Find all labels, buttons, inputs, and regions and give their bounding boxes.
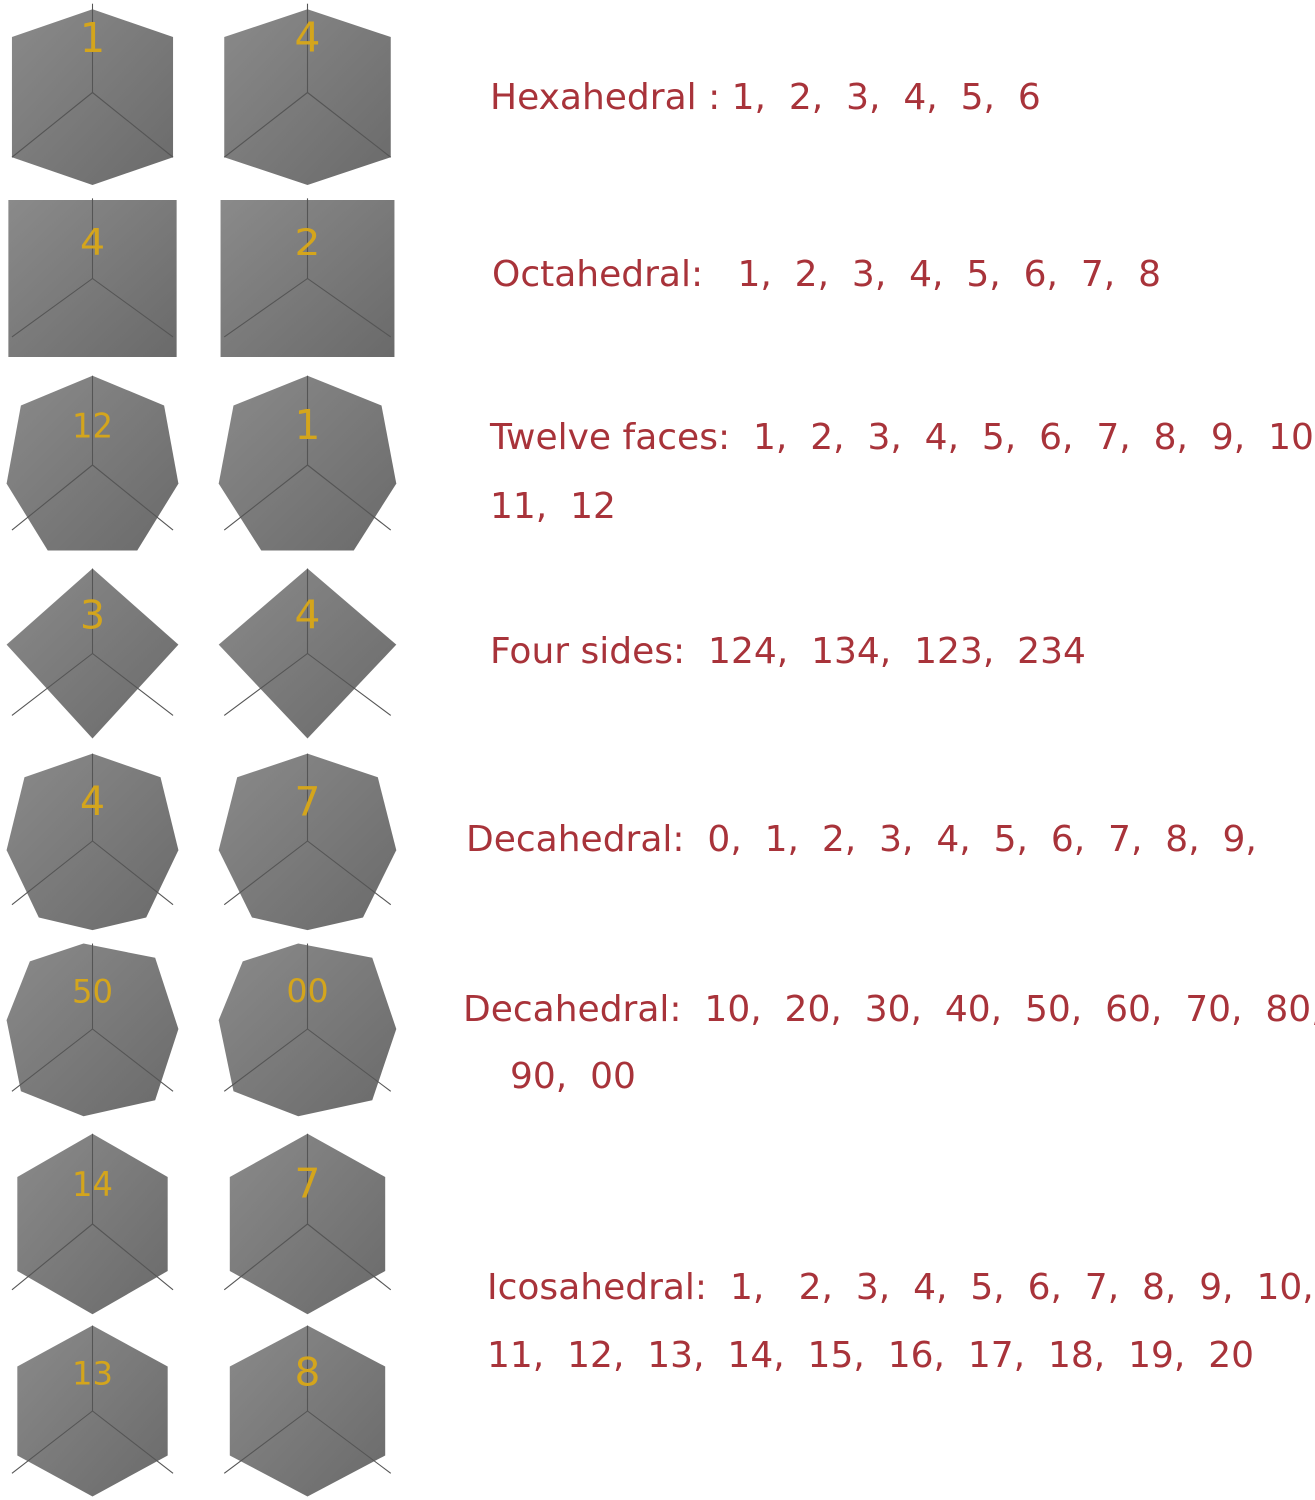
die-body (218, 753, 397, 931)
die-number: 4 (295, 14, 321, 62)
decahedral-tens-label-cont: 90, 00 (510, 1056, 636, 1097)
die-body (11, 9, 174, 185)
icosahedral-label: Icosahedral: 1, 2, 3, 4, 5, 6, 7, 8, 9, … (487, 1267, 1314, 1308)
die-number: 1 (295, 401, 321, 449)
icosahedral-b-die: 13 (3, 1322, 182, 1500)
hexahedral-label: Hexahedral : 1, 2, 3, 4, 5, 6 (490, 77, 1041, 118)
die-number: 4 (295, 593, 321, 638)
octahedral-die: 4 (3, 195, 182, 362)
die-number: 00 (286, 973, 328, 1010)
die-body (6, 753, 179, 931)
die-body (218, 943, 397, 1117)
twelve-faces-label: Twelve faces: 1, 2, 3, 4, 5, 6, 7, 8, 9,… (490, 417, 1315, 458)
icosahedral-a-die: 14 (3, 1130, 182, 1318)
octahedral-die: 2 (215, 195, 400, 362)
die-number: 2 (295, 222, 321, 265)
decahedral-die: 7 (215, 750, 400, 932)
die-number: 4 (80, 779, 105, 825)
twelve-die: 12 (3, 372, 182, 558)
four-die: 3 (3, 565, 182, 742)
die-body (224, 9, 391, 185)
icosahedral-b-die: 8 (215, 1322, 400, 1500)
twelve-die: 1 (215, 372, 400, 558)
icosahedral-label-cont: 11, 12, 13, 14, 15, 16, 17, 18, 19, 20 (487, 1335, 1255, 1376)
die-number: 8 (295, 1350, 321, 1395)
four-sides-label: Four sides: 124, 134, 123, 234 (490, 631, 1086, 672)
twelve-faces-label-cont: 11, 12 (490, 486, 616, 527)
decahedral-tens-die: 50 (3, 940, 182, 1118)
icosahedral-a-die: 7 (215, 1130, 400, 1318)
die-number: 14 (72, 1164, 113, 1204)
die-number: 4 (80, 221, 105, 263)
die-body (6, 943, 179, 1117)
die-number: 50 (72, 972, 113, 1010)
die-number: 7 (295, 779, 321, 826)
die-number: 7 (295, 1159, 321, 1207)
decahedral-die: 4 (3, 750, 182, 932)
octahedral-label: Octahedral: 1, 2, 3, 4, 5, 6, 7, 8 (492, 254, 1161, 295)
hexahedral-die: 4 (215, 0, 400, 185)
die-number: 13 (72, 1354, 113, 1392)
four-die: 4 (215, 565, 400, 742)
decahedral-tens-die: 00 (215, 940, 400, 1118)
die-number: 12 (72, 407, 113, 446)
die-number: 1 (80, 15, 105, 62)
die-number: 3 (80, 594, 105, 639)
decahedral-tens-label: Decahedral: 10, 20, 30, 40, 50, 60, 70, … (463, 989, 1315, 1030)
decahedral-label: Decahedral: 0, 1, 2, 3, 4, 5, 6, 7, 8, 9… (466, 819, 1257, 860)
hexahedral-die: 1 (3, 0, 182, 185)
